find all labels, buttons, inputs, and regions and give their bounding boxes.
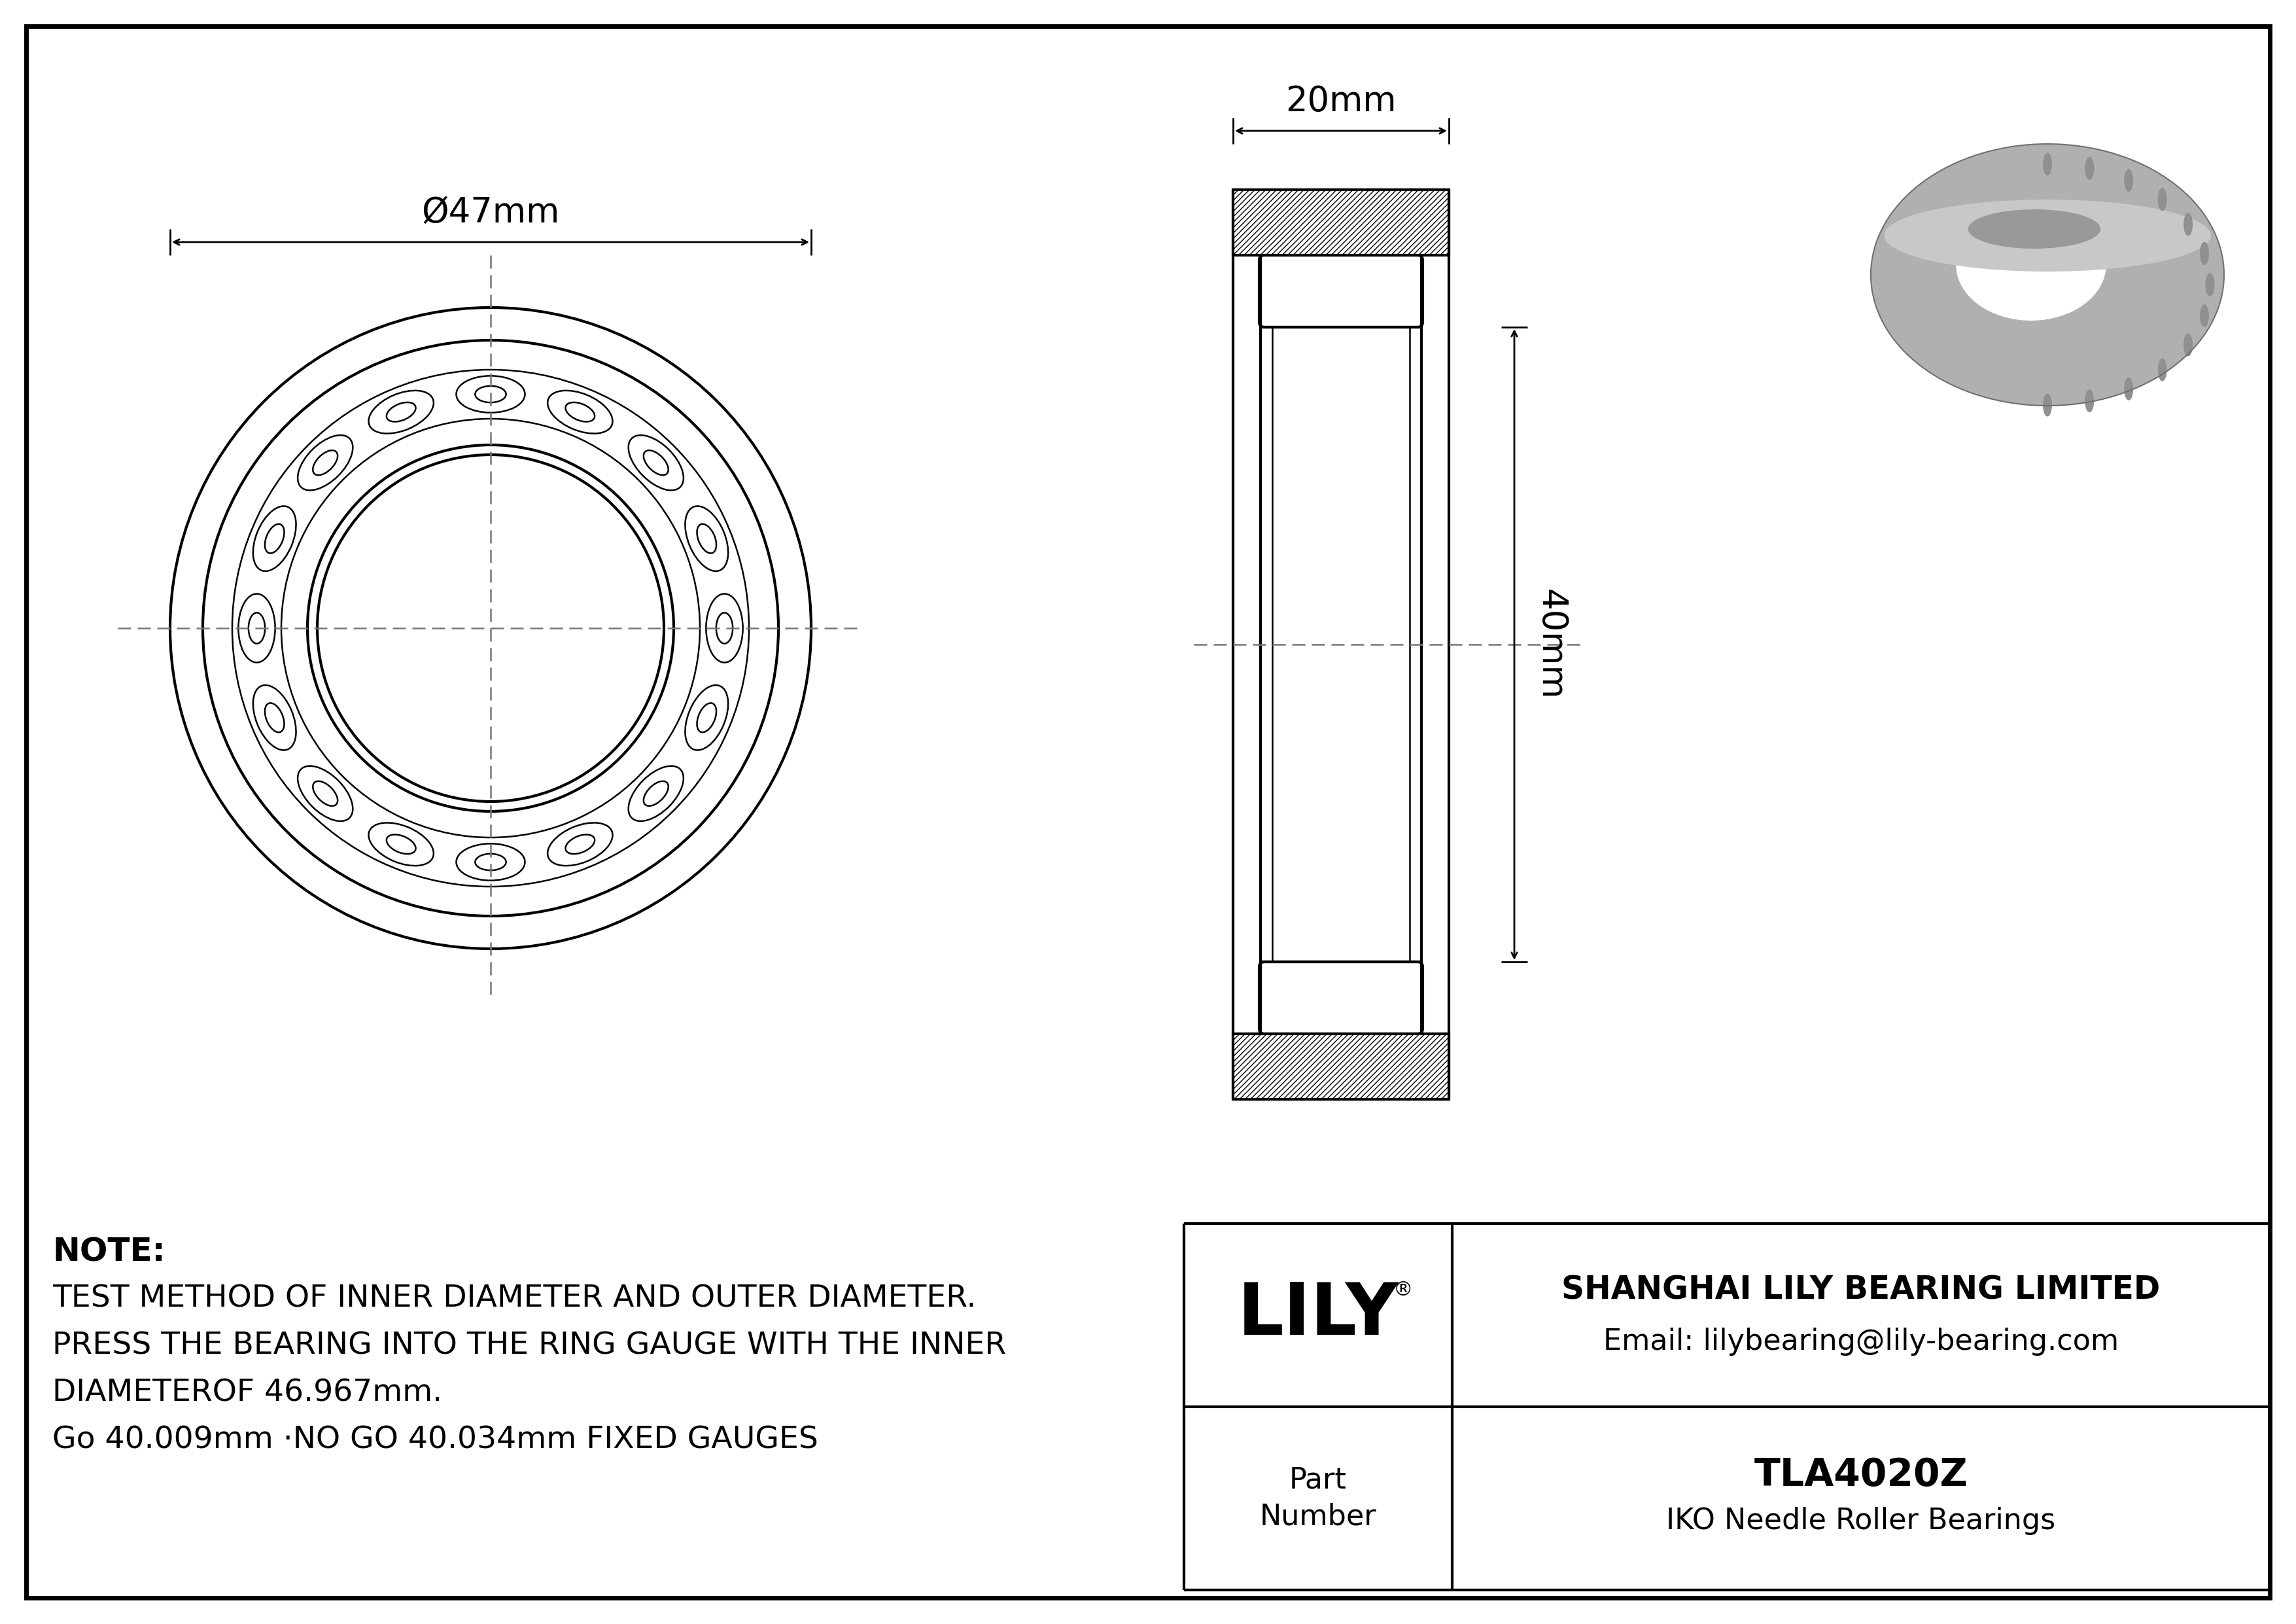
Text: ®: ® bbox=[1394, 1281, 1414, 1299]
Bar bbox=[1233, 1034, 1449, 1099]
Text: 20mm: 20mm bbox=[1286, 84, 1396, 119]
Ellipse shape bbox=[2124, 377, 2133, 401]
Ellipse shape bbox=[2200, 304, 2209, 326]
Text: LILY: LILY bbox=[1238, 1280, 1398, 1350]
Text: Part: Part bbox=[1290, 1466, 1348, 1494]
Text: IKO Needle Roller Bearings: IKO Needle Roller Bearings bbox=[1667, 1507, 2055, 1535]
Text: TLA4020Z: TLA4020Z bbox=[1754, 1457, 1968, 1494]
Ellipse shape bbox=[1956, 209, 2105, 320]
Ellipse shape bbox=[2085, 390, 2094, 412]
Ellipse shape bbox=[2183, 213, 2193, 235]
Ellipse shape bbox=[1968, 209, 2101, 248]
Text: Ø47mm: Ø47mm bbox=[422, 195, 560, 229]
Text: Go 40.009mm ·NO GO 40.034mm FIXED GAUGES: Go 40.009mm ·NO GO 40.034mm FIXED GAUGES bbox=[53, 1426, 817, 1455]
Ellipse shape bbox=[2043, 393, 2053, 416]
Text: PRESS THE BEARING INTO THE RING GAUGE WITH THE INNER: PRESS THE BEARING INTO THE RING GAUGE WI… bbox=[53, 1332, 1006, 1361]
Text: Number: Number bbox=[1261, 1502, 1378, 1531]
Text: TEST METHOD OF INNER DIAMETER AND OUTER DIAMETER.: TEST METHOD OF INNER DIAMETER AND OUTER … bbox=[53, 1283, 976, 1314]
Text: Email: lilybearing@lily-bearing.com: Email: lilybearing@lily-bearing.com bbox=[1603, 1327, 2119, 1356]
Ellipse shape bbox=[2085, 158, 2094, 180]
Ellipse shape bbox=[2183, 333, 2193, 356]
Text: SHANGHAI LILY BEARING LIMITED: SHANGHAI LILY BEARING LIMITED bbox=[1561, 1275, 2161, 1306]
Ellipse shape bbox=[2200, 242, 2209, 265]
Ellipse shape bbox=[2206, 273, 2216, 296]
Text: 40mm: 40mm bbox=[1534, 590, 1568, 700]
Text: DIAMETEROF 46.967mm.: DIAMETEROF 46.967mm. bbox=[53, 1379, 443, 1408]
Ellipse shape bbox=[1871, 145, 2225, 406]
Ellipse shape bbox=[2043, 153, 2053, 175]
Ellipse shape bbox=[1885, 200, 2211, 271]
Text: NOTE:: NOTE: bbox=[53, 1236, 165, 1268]
Ellipse shape bbox=[2158, 359, 2167, 382]
Ellipse shape bbox=[2158, 188, 2167, 211]
Ellipse shape bbox=[2124, 169, 2133, 192]
Bar bbox=[1233, 190, 1449, 255]
